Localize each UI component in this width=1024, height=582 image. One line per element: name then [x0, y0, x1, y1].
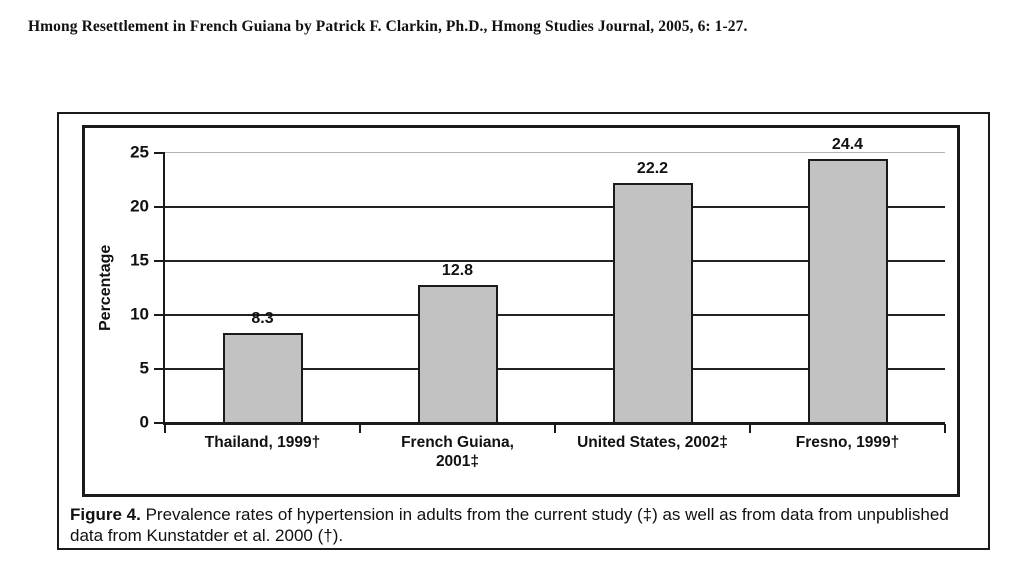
x-tick-mark	[749, 424, 751, 433]
y-tick-label: 10	[130, 304, 149, 324]
x-axis-line	[163, 422, 945, 425]
y-tick-label: 15	[130, 250, 149, 270]
bar-value-label: 8.3	[251, 310, 274, 328]
bar-value-label: 12.8	[441, 261, 474, 279]
x-category-label: Fresno, 1999†	[795, 434, 900, 451]
y-tick-label: 20	[130, 196, 149, 216]
x-tick-mark	[164, 424, 166, 433]
y-tick-mark	[154, 368, 165, 370]
figure-caption: Figure 4. Prevalence rates of hypertensi…	[70, 505, 954, 546]
y-tick-label: 25	[130, 142, 149, 162]
y-tick-mark	[154, 422, 165, 424]
x-category-label: United States, 2002‡	[577, 434, 728, 451]
y-tick-label: 0	[139, 412, 149, 432]
y-tick-mark	[154, 260, 165, 262]
y-axis-title: Percentage	[97, 244, 114, 332]
bar	[417, 284, 498, 423]
bar	[222, 333, 303, 423]
plot-area: 0 5 10 15 20 25 8.3 Thailand, 1999† 12.8 French G…	[130, 136, 946, 470]
y-tick-mark	[154, 314, 165, 316]
y-tick-mark	[154, 206, 165, 208]
gridline	[165, 152, 945, 153]
x-tick-mark	[359, 424, 361, 433]
gridline	[165, 260, 945, 262]
y-axis-line	[163, 153, 165, 425]
y-tick-label: 5	[139, 358, 149, 378]
bar-value-label: 24.4	[831, 136, 864, 154]
y-tick-mark	[154, 152, 165, 154]
figure-caption-text: Prevalence rates of hypertension in adul…	[70, 505, 949, 545]
x-category-label: Thailand, 1999†	[204, 434, 321, 451]
citation-header: Hmong Resettlement in French Guiana by P…	[28, 18, 748, 35]
bar	[807, 159, 888, 423]
bar-value-label: 22.2	[636, 160, 669, 178]
gridline	[165, 368, 945, 370]
gridline	[165, 206, 945, 208]
gridline	[165, 314, 945, 316]
x-tick-mark	[944, 424, 946, 433]
bar	[612, 183, 693, 423]
figure-caption-number: Figure 4.	[70, 505, 141, 524]
x-tick-mark	[554, 424, 556, 433]
x-category-label: French Guiana, 2001‡	[401, 434, 514, 471]
